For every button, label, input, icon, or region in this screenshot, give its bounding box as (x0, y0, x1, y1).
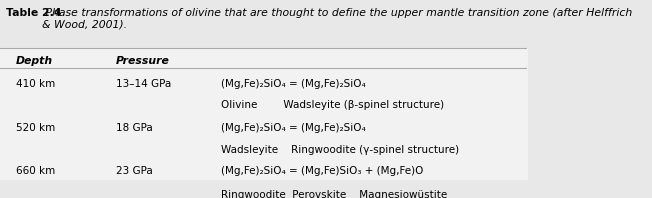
Text: Depth: Depth (16, 56, 53, 66)
Text: 520 km: 520 km (16, 123, 55, 133)
Bar (0, 48, 527, 179)
Text: 23 GPa: 23 GPa (116, 166, 153, 176)
Text: (Mg,Fe)₂SiO₄ = (Mg,Fe)SiO₃ + (Mg,Fe)O: (Mg,Fe)₂SiO₄ = (Mg,Fe)SiO₃ + (Mg,Fe)O (221, 166, 424, 176)
Text: 18 GPa: 18 GPa (116, 123, 153, 133)
Text: (Mg,Fe)₂SiO₄ = (Mg,Fe)₂SiO₄: (Mg,Fe)₂SiO₄ = (Mg,Fe)₂SiO₄ (221, 79, 366, 89)
Text: 410 km: 410 km (16, 79, 55, 89)
Text: Ringwoodite  Perovskite    Magnesiowüstite: Ringwoodite Perovskite Magnesiowüstite (221, 189, 447, 198)
Text: Olivine        Wadsleyite (β-spinel structure): Olivine Wadsleyite (β-spinel structure) (221, 100, 444, 110)
Text: (Mg,Fe)₂SiO₄ = (Mg,Fe)₂SiO₄: (Mg,Fe)₂SiO₄ = (Mg,Fe)₂SiO₄ (221, 123, 366, 133)
Text: 660 km: 660 km (16, 166, 55, 176)
Text: Phase transformations of olivine that are thought to define the upper mantle tra: Phase transformations of olivine that ar… (42, 8, 632, 30)
Text: Table 2.4: Table 2.4 (7, 8, 62, 18)
Bar (0, 0, 527, 48)
Text: Pressure: Pressure (116, 56, 170, 66)
Text: Wadsleyite    Ringwoodite (γ-spinel structure): Wadsleyite Ringwoodite (γ-spinel structu… (221, 145, 459, 155)
Text: 13–14 GPa: 13–14 GPa (116, 79, 171, 89)
